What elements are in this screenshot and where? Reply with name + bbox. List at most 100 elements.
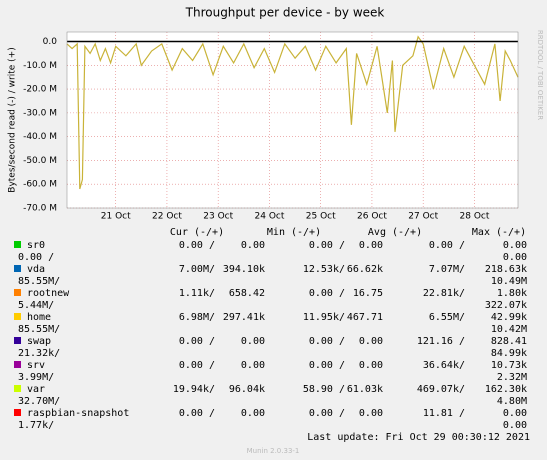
- cell: 10.42M: [491, 324, 527, 335]
- row-name: srv: [27, 360, 45, 371]
- cell: 7.00M/: [179, 264, 215, 275]
- x-tick-label: 24 Oct: [255, 212, 285, 222]
- table-header: Cur (-/+): [170, 227, 224, 238]
- legend-swatch: [14, 361, 21, 368]
- cell: 10.73k: [491, 360, 527, 371]
- cell: 394.10k: [223, 264, 265, 275]
- y-tick-label: -10.0 M: [23, 61, 57, 71]
- cell: 162.30k: [485, 384, 527, 395]
- cell: 1.77k/: [18, 420, 54, 431]
- cell: 0.00 /: [309, 336, 345, 347]
- cell: 6.55M/: [429, 312, 465, 323]
- cell: 32.70M/: [18, 396, 60, 407]
- cell: 58.90 /: [303, 384, 345, 395]
- y-tick-label: -30.0 M: [23, 108, 57, 118]
- cell: 11.81 /: [423, 408, 465, 419]
- cell: 2.32M: [497, 372, 527, 383]
- cell: 0.00: [241, 360, 265, 371]
- x-tick-label: 21 Oct: [101, 212, 131, 222]
- last-update: Last update: Fri Oct 29 00:30:12 2021: [307, 432, 530, 443]
- cell: 828.41: [491, 336, 527, 347]
- legend-swatch: [14, 265, 21, 272]
- y-tick-label: -50.0 M: [23, 156, 57, 166]
- cell: 5.44M/: [18, 300, 54, 311]
- cell: 6.98M/: [179, 312, 215, 323]
- table-header: Avg (-/+): [368, 227, 422, 238]
- cell: 121.16 /: [417, 336, 465, 347]
- cell: 0.00: [359, 336, 383, 347]
- cell: 3.99M/: [18, 372, 54, 383]
- cell: 22.81k/: [423, 288, 465, 299]
- cell: 0.00: [359, 360, 383, 371]
- cell: 0.00 /: [429, 240, 465, 251]
- cell: 42.99k: [491, 312, 527, 323]
- row-name: raspbian-snapshot: [27, 408, 129, 419]
- cell: 0.00 /: [309, 240, 345, 251]
- cell: 1.11k/: [179, 288, 215, 299]
- y-tick-label: -20.0 M: [23, 85, 57, 95]
- table-header: Min (-/+): [267, 227, 321, 238]
- row-name: sr0: [27, 240, 45, 251]
- y-tick-label: -60.0 M: [23, 180, 57, 190]
- row-name: swap: [27, 336, 51, 347]
- cell: 7.07M/: [429, 264, 465, 275]
- series-line: [66, 35, 519, 190]
- cell: 0.00: [503, 240, 527, 251]
- cell: 10.49M: [491, 276, 527, 287]
- legend-swatch: [14, 337, 21, 344]
- cell: 12.53k/: [303, 264, 345, 275]
- cell: 11.95k/: [303, 312, 345, 323]
- cell: 4.80M: [497, 396, 527, 407]
- cell: 85.55M/: [18, 324, 60, 335]
- cell: 21.32k/: [18, 348, 60, 359]
- x-tick-label: 25 Oct: [306, 212, 336, 222]
- cell: 16.75: [353, 288, 383, 299]
- version: Munin 2.0.33-1: [247, 447, 300, 455]
- row-name: var: [27, 384, 45, 395]
- legend-swatch: [14, 241, 21, 248]
- cell: 0.00 /: [309, 408, 345, 419]
- y-tick-label: -40.0 M: [23, 132, 57, 142]
- cell: 0.00 /: [179, 240, 215, 251]
- table-header: Max (-/+): [472, 227, 526, 238]
- legend-swatch: [14, 289, 21, 296]
- cell: 0.00: [503, 408, 527, 419]
- cell: 322.07k: [485, 300, 527, 311]
- cell: 36.64k/: [423, 360, 465, 371]
- cell: 0.00: [241, 336, 265, 347]
- cell: 85.55M/: [18, 276, 60, 287]
- chart-title: Throughput per device - by week: [185, 6, 385, 20]
- plot-area: [67, 32, 518, 208]
- cell: 84.99k: [491, 348, 527, 359]
- row-name: home: [27, 312, 51, 323]
- y-axis-label: Bytes/second read (-) / write (+): [8, 47, 18, 192]
- x-tick-label: 22 Oct: [152, 212, 182, 222]
- cell: 297.41k: [223, 312, 265, 323]
- plot-frame: [66, 31, 519, 209]
- cell: 0.00: [503, 252, 527, 263]
- cell: 0.00: [359, 240, 383, 251]
- x-tick-label: 28 Oct: [460, 212, 490, 222]
- row-name: rootnew: [27, 288, 70, 299]
- x-tick-label: 27 Oct: [408, 212, 438, 222]
- cell: 0.00 /: [309, 288, 345, 299]
- cell: 0.00 /: [179, 336, 215, 347]
- cell: 96.04k: [229, 384, 265, 395]
- cell: 61.03k: [347, 384, 383, 395]
- cell: 66.62k: [347, 264, 383, 275]
- cell: 658.42: [229, 288, 265, 299]
- cell: 0.00 /: [179, 360, 215, 371]
- cell: 1.80k: [497, 288, 527, 299]
- cell: 467.71: [347, 312, 383, 323]
- cell: 0.00: [241, 240, 265, 251]
- cell: 0.00: [503, 420, 527, 431]
- cell: 0.00 /: [179, 408, 215, 419]
- x-tick-label: 23 Oct: [203, 212, 233, 222]
- cell: 19.94k/: [173, 384, 215, 395]
- legend-swatch: [14, 409, 21, 416]
- cell: 0.00 /: [309, 360, 345, 371]
- cell: 469.07k/: [417, 384, 465, 395]
- x-tick-label: 26 Oct: [357, 212, 387, 222]
- watermark: RRDTOOL / TOBI OETIKER: [536, 30, 544, 120]
